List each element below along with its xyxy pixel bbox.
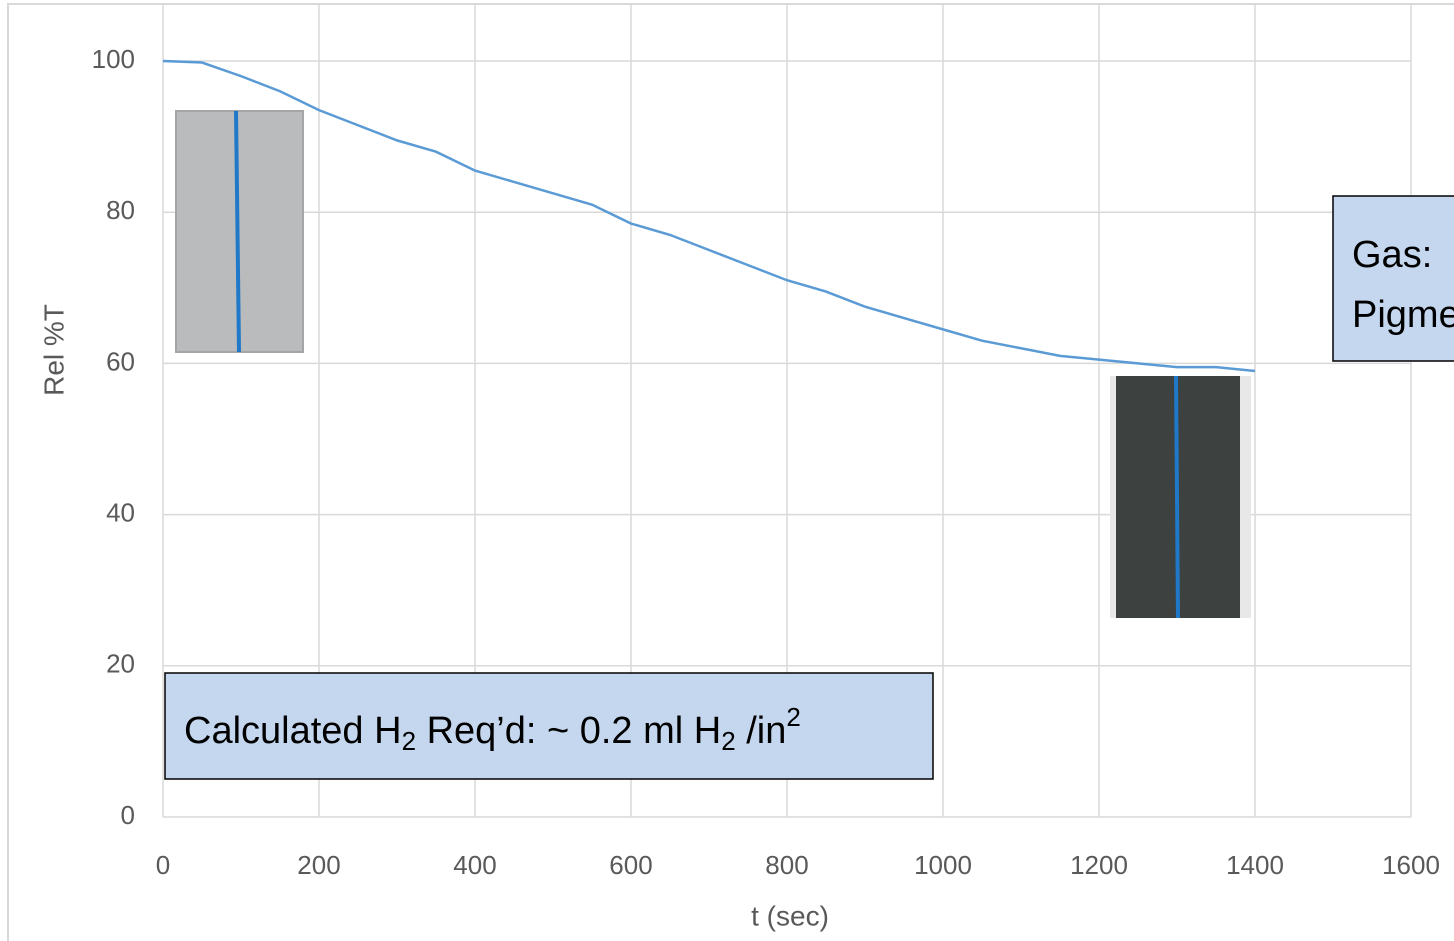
x-tick-label: 800: [765, 850, 808, 880]
x-tick-label: 400: [453, 850, 496, 880]
annotation-text: Gas:: [1352, 234, 1432, 276]
annotation-text: Req’d: ~ 0.2 ml H: [416, 710, 721, 752]
x-tick-label: 600: [609, 850, 652, 880]
x-axis-label: t (sec): [751, 900, 829, 931]
annotation-subscript: 2: [721, 726, 735, 756]
annotation-subscript: 2: [402, 726, 416, 756]
annotation-box: [164, 672, 934, 780]
x-tick-label: 1200: [1070, 850, 1128, 880]
x-tick-label: 1400: [1226, 850, 1284, 880]
y-tick-label: 60: [106, 346, 135, 376]
sample-photo-dark: [1110, 375, 1251, 619]
y-tick-label: 20: [106, 649, 135, 679]
annotation-text: /in: [736, 710, 787, 752]
x-tick-label: 1600: [1382, 850, 1440, 880]
y-tick-label: 0: [121, 800, 135, 830]
x-tick-label: 1000: [914, 850, 972, 880]
data-line: [162, 59, 1256, 373]
x-tick-label: 0: [156, 850, 170, 880]
sample-photo-light: [175, 110, 304, 353]
series: [162, 59, 1256, 373]
y-axis-label: Rel %T: [38, 304, 69, 396]
annotation: Calculated H2 Req’d: ~ 0.2 ml H2 /in2: [184, 702, 801, 756]
annotation-box: [1332, 195, 1454, 362]
x-tick-label: 200: [297, 850, 340, 880]
annotation-text: Calculated H: [184, 710, 402, 752]
y-tick-label: 80: [106, 195, 135, 225]
y-tick-label: 100: [92, 44, 135, 74]
y-tick-label: 40: [106, 497, 135, 527]
annotation-text: Pigme: [1352, 294, 1454, 336]
annotation-superscript: 2: [786, 702, 800, 732]
